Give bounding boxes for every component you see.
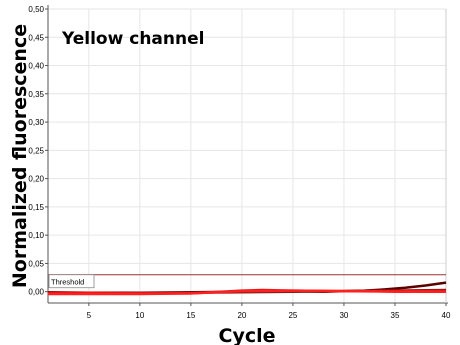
- chart-title: Yellow channel: [61, 29, 204, 49]
- y-tick-label: 0,25: [28, 146, 44, 155]
- y-tick-label: 0,35: [28, 90, 44, 99]
- x-tick-label: 10: [135, 311, 144, 320]
- y-axis-title: Normalized fluorescence: [9, 24, 31, 288]
- y-tick-label: 0,45: [28, 33, 44, 42]
- x-tick-label: 35: [391, 311, 400, 320]
- x-tick-label: 25: [288, 311, 297, 320]
- series-line-4: [48, 289, 446, 296]
- y-tick-label: 0,05: [28, 259, 44, 268]
- y-tick-label: 0,50: [28, 5, 44, 14]
- threshold-label-box: [48, 274, 95, 289]
- x-tick-label: 40: [442, 311, 451, 320]
- plot-area: [48, 9, 446, 303]
- y-tick-label: 0,15: [28, 203, 44, 212]
- x-tick-label: 20: [237, 311, 246, 320]
- x-tick-label: 5: [87, 311, 92, 320]
- x-axis-title: Cycle: [219, 325, 276, 345]
- threshold-label: Threshold: [51, 278, 84, 287]
- y-tick-label: 0,00: [28, 288, 44, 297]
- x-tick-label: 30: [339, 311, 348, 320]
- y-tick-label: 0,20: [28, 175, 44, 184]
- y-tick-label: 0,10: [28, 231, 44, 240]
- x-tick-label: 15: [186, 311, 195, 320]
- y-tick-label: 0,40: [28, 62, 44, 71]
- y-tick-label: 0,30: [28, 118, 44, 127]
